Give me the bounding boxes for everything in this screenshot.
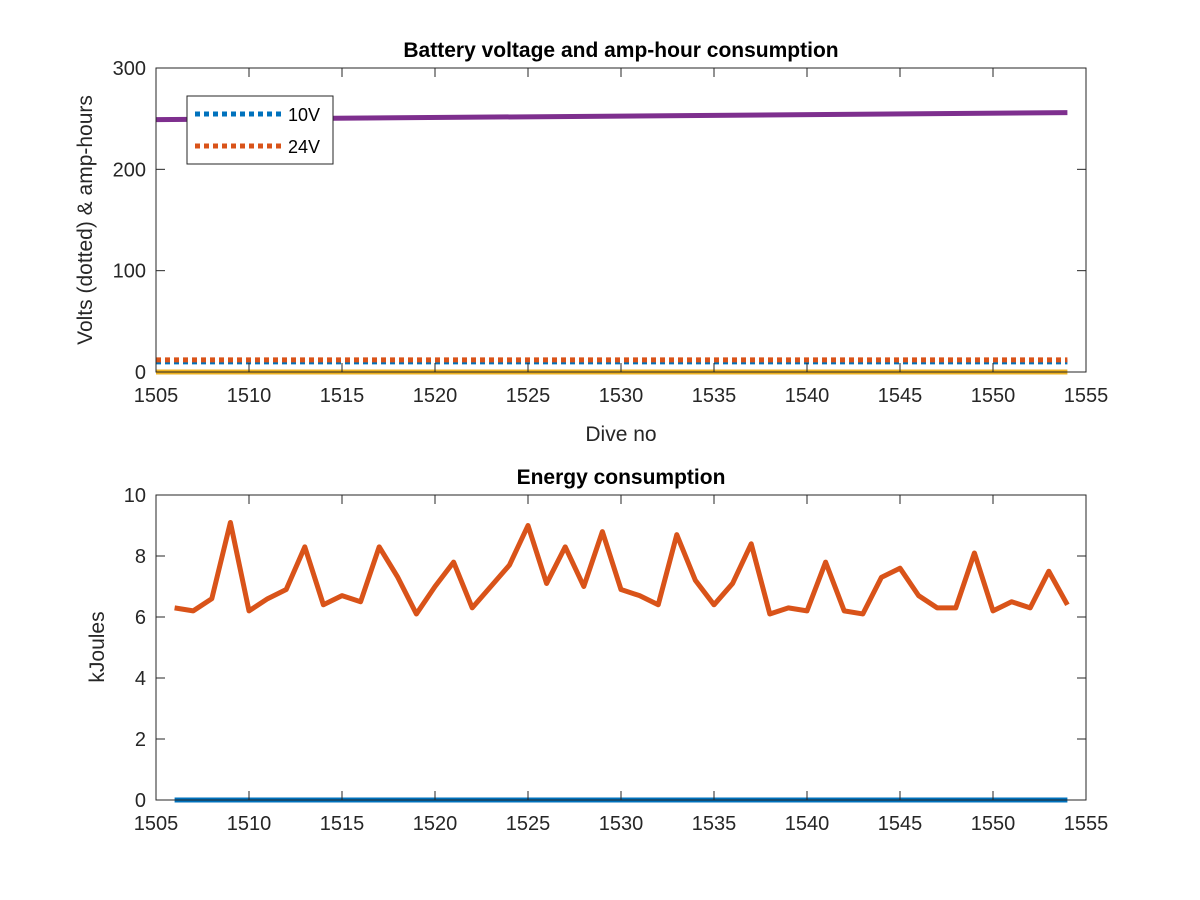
battery-xtick-label: 1555 [1064,385,1109,407]
battery-xtick-label: 1550 [971,385,1016,407]
battery-xtick-label: 1525 [506,385,551,407]
plot-battery-xlabel: Dive no [585,423,656,446]
plot-battery: 1505 1510 1515 1520 1525 1530 1535 1540 1545 1550… [74,39,1108,446]
battery-xtick-label: 1520 [413,385,458,407]
plot-energy: 1505 1510 1515 1520 1525 1530 1535 1540 1545 1550… [86,466,1108,835]
battery-xtick-label: 1535 [692,385,737,407]
energy-ytick-label: 6 [135,607,146,629]
energy-ytick-label: 8 [135,546,146,568]
plot-battery-ylabel: Volts (dotted) & amp-hours [74,95,97,345]
energy-xtick-label: 1515 [320,813,365,835]
energy-xtick-label: 1535 [692,813,737,835]
battery-xtick-label: 1510 [227,385,272,407]
energy-xtick-label: 1510 [227,813,272,835]
energy-xtick-label: 1530 [599,813,644,835]
plot-energy-title: Energy consumption [517,466,726,489]
battery-ytick-label: 200 [113,159,146,181]
battery-xtick-label: 1505 [134,385,179,407]
legend-label-10v: 10V [288,105,320,125]
battery-xtick-label: 1530 [599,385,644,407]
legend: 10V 24V [186,95,334,165]
energy-ytick-label: 10 [124,485,146,507]
energy-xtick-label: 1545 [878,813,923,835]
energy-xtick-label: 1520 [413,813,458,835]
battery-xtick-label: 1545 [878,385,923,407]
plot-energy-ylabel: kJoules [86,611,109,682]
battery-ytick-label: 0 [135,362,146,384]
energy-ytick-label: 4 [135,668,146,690]
energy-xtick-label: 1555 [1064,813,1109,835]
energy-ytick-label: 0 [135,790,146,812]
legend-label-24v: 24V [288,137,320,157]
energy-ytick-label: 2 [135,729,146,751]
plot-energy-ticks: 1505 1510 1515 1520 1525 1530 1535 1540 1545 1550… [124,485,1109,835]
battery-xtick-label: 1540 [785,385,830,407]
plot-energy-area [156,495,1086,800]
plot-battery-ticks: 1505 1510 1515 1520 1525 1530 1535 1540 1545 1550… [113,58,1109,407]
energy-xtick-label: 1525 [506,813,551,835]
energy-xtick-label: 1505 [134,813,179,835]
battery-ytick-label: 100 [113,261,146,283]
battery-xtick-label: 1515 [320,385,365,407]
energy-xtick-label: 1550 [971,813,1016,835]
plot-battery-title: Battery voltage and amp-hour consumption [403,39,838,62]
energy-xtick-label: 1540 [785,813,830,835]
legend-box [186,95,334,165]
battery-ytick-label: 300 [113,58,146,80]
